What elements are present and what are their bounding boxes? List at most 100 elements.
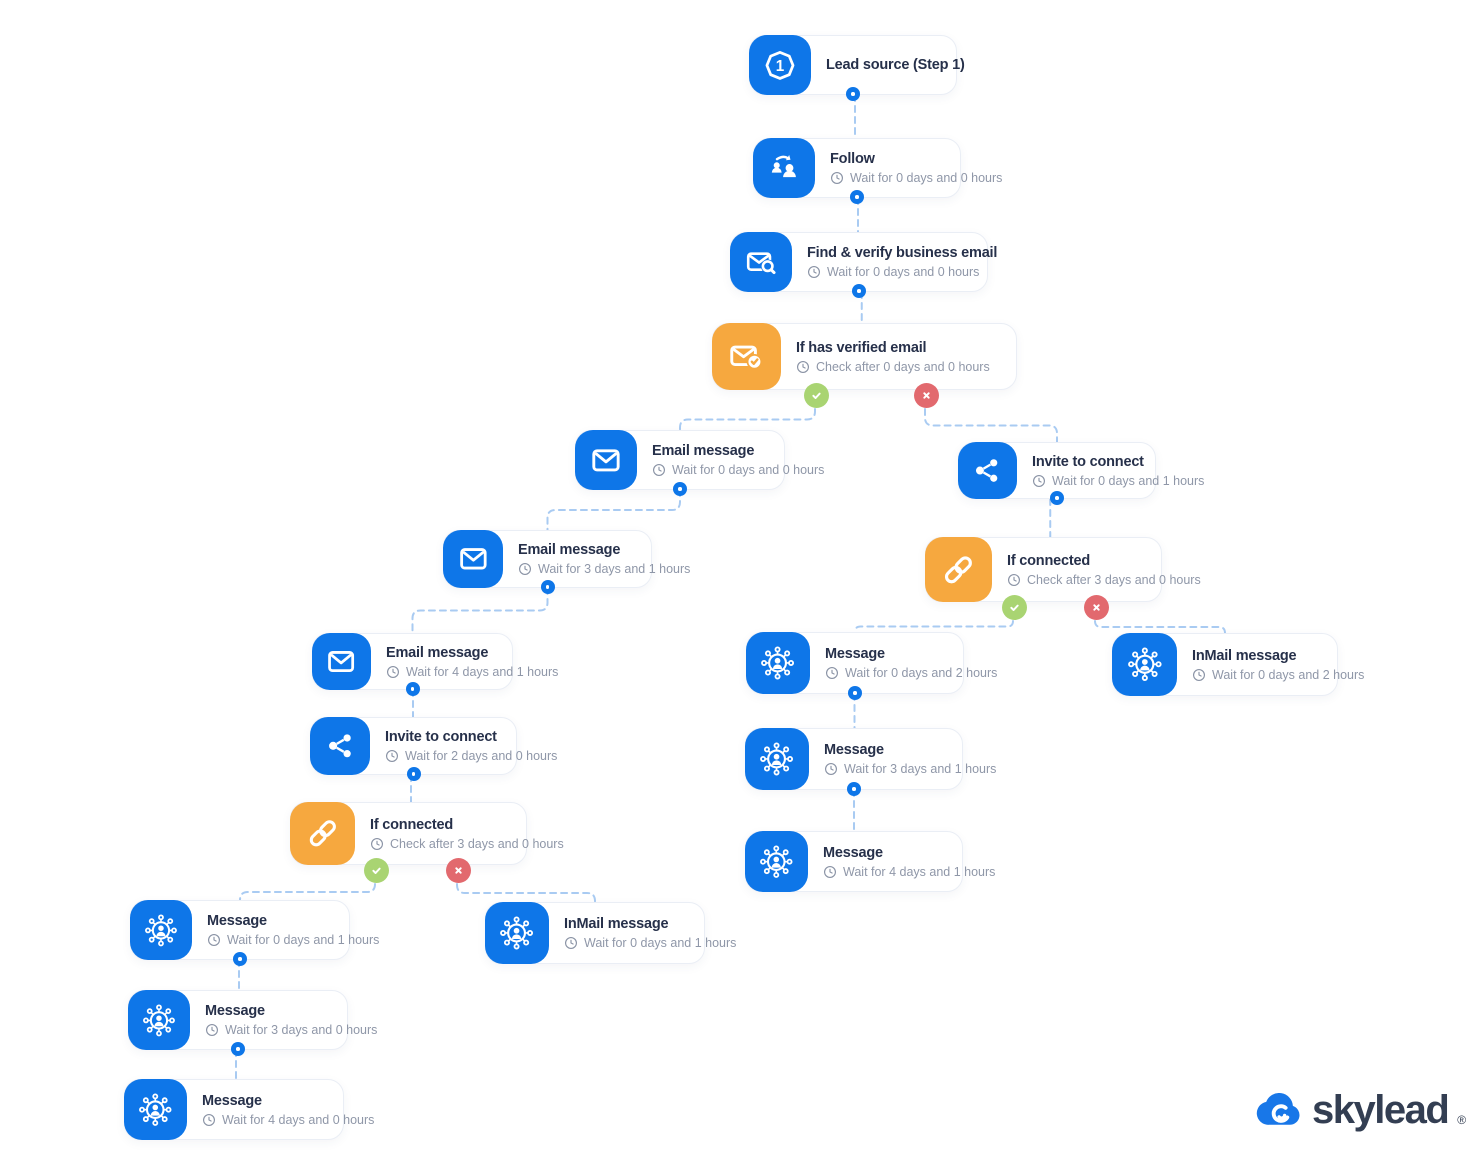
share-icon [310,717,370,775]
wait-text: Wait for 3 days and 0 hours [225,1023,378,1037]
wait-text: Wait for 0 days and 0 hours [827,265,980,279]
wait-text: Wait for 4 days and 1 hours [406,664,559,679]
clock-icon [1033,474,1045,487]
connector-dot [406,767,421,781]
node-subtitle: Wait for 0 days and 1 hours [1032,474,1204,488]
connector-dot [673,482,687,496]
link-icon [290,802,355,865]
node-text: Message Wait for 3 days and 1 hours [824,742,996,776]
node-title: Message [207,913,267,929]
node-title: Message [824,742,884,758]
wait-text: Check after 0 days and 0 hours [816,359,990,374]
network-person-icon [485,902,549,964]
node-title: InMail message [1192,647,1297,664]
node-text: Message Wait for 0 days and 2 hours [825,646,997,680]
node-title: Email message [652,443,755,459]
node-subtitle: Wait for 4 days and 1 hours [823,865,995,879]
skylead-logo: skylead ® [1256,1090,1466,1130]
registered-mark: ® [1457,1113,1467,1127]
node-invite-to-connect-right[interactable]: Invite to connect Wait for 0 days and 1 … [958,442,1204,505]
email-check-icon [712,323,781,390]
node-message-left-2[interactable]: Message Wait for 3 days and 0 hours [128,990,377,1056]
clock-icon [565,937,577,949]
node-message-right-2[interactable]: Message Wait for 3 days and 1 hours [745,728,996,796]
node-follow[interactable]: Follow Wait for 0 days and 0 hours [753,138,1002,204]
node-email-message-1[interactable]: Email message Wait for 0 days and 0 hour… [575,430,824,496]
success-branch-badge [1001,595,1027,620]
node-invite-to-connect-left[interactable]: Invite to connect Wait for 2 days and 0 … [310,717,557,781]
node-subtitle: Wait for 3 days and 1 hours [824,762,996,776]
clock-icon [208,934,220,946]
node-subtitle: Wait for 0 days and 0 hours [830,171,1002,185]
node-text: Follow Wait for 0 days and 0 hours [830,151,1002,185]
node-message-left-1[interactable]: Message Wait for 0 days and 1 hours [130,900,379,966]
node-title: If connected [370,816,453,833]
node-if-has-verified-email[interactable]: If has verified email Check after 0 days… [712,323,1017,408]
node-inmail-right[interactable]: InMail message Wait for 0 days and 2 hou… [1112,633,1364,696]
node-subtitle: Check after 3 days and 0 hours [1007,573,1201,587]
node-title: Message [825,646,885,662]
node-text: Message Wait for 4 days and 0 hours [202,1093,374,1127]
node-message-right-3[interactable]: Message Wait for 4 days and 1 hours [745,831,995,892]
wait-text: Check after 3 days and 0 hours [1027,572,1201,587]
wait-text: Wait for 3 days and 1 hours [538,562,691,576]
success-branch-badge [363,858,389,883]
connector-dot [846,87,860,101]
node-title: If has verified email [796,339,927,356]
node-email-message-2[interactable]: Email message Wait for 3 days and 1 hour… [443,530,690,594]
clock-icon [386,750,398,762]
network-person-icon [128,990,190,1050]
wait-text: Wait for 0 days and 1 hours [1052,473,1205,488]
node-message-right-1[interactable]: Message Wait for 0 days and 2 hours [746,632,997,700]
node-subtitle: Wait for 3 days and 1 hours [518,562,690,576]
node-text: Lead source (Step 1) [826,57,965,73]
node-title: Email message [386,644,489,661]
envelope-icon [312,633,371,690]
node-title: Message [823,844,883,861]
number-1-badge-icon: 1 [749,35,811,95]
clock-icon [808,266,820,278]
success-branch-badge [803,383,829,408]
node-lead-source[interactable]: 1 Lead source (Step 1) [749,35,965,101]
node-subtitle: Wait for 0 days and 0 hours [652,463,824,477]
node-title: Lead source (Step 1) [826,57,965,73]
node-subtitle: Wait for 0 days and 0 hours [807,265,987,279]
node-text: Find & verify business email Wait for 0 … [807,245,998,279]
connector-dot [852,284,866,298]
node-text: Message Wait for 4 days and 1 hours [823,844,995,879]
node-inmail-left[interactable]: InMail message Wait for 0 days and 1 hou… [485,902,736,964]
network-person-icon [1112,633,1177,696]
clock-icon [825,763,837,775]
node-find-verify-email[interactable]: Find & verify business email Wait for 0 … [730,232,998,298]
node-message-left-3[interactable]: Message Wait for 4 days and 0 hours [124,1079,374,1140]
node-subtitle: Wait for 0 days and 1 hours [564,936,736,950]
clock-icon [371,837,383,850]
node-text: Message Wait for 0 days and 1 hours [207,913,379,947]
wait-text: Wait for 0 days and 0 hours [850,171,1003,185]
fail-branch-badge [445,858,471,883]
node-title: Find & verify business email [807,245,998,261]
node-subtitle: Wait for 2 days and 0 hours [385,749,557,763]
clock-icon [206,1024,218,1036]
node-title: Follow [830,151,875,167]
wait-text: Wait for 0 days and 0 hours [672,463,825,477]
connector-dot [1050,491,1064,505]
network-person-icon [130,900,192,960]
node-if-connected-left[interactable]: If connected Check after 3 days and 0 ho… [290,802,564,883]
connector-dot [405,682,420,696]
wait-text: Wait for 4 days and 0 hours [222,1112,375,1127]
wait-text: Check after 3 days and 0 hours [390,836,564,851]
node-title: Message [205,1003,265,1019]
node-if-connected-right[interactable]: If connected Check after 3 days and 0 ho… [925,537,1201,620]
clock-icon [203,1113,215,1126]
connector-dot [848,686,862,700]
node-subtitle: Wait for 0 days and 1 hours [207,933,379,947]
wait-text: Wait for 0 days and 2 hours [845,666,998,680]
clock-icon [653,464,665,476]
follow-icon [753,138,815,198]
node-email-message-3[interactable]: Email message Wait for 4 days and 1 hour… [312,633,558,696]
wait-text: Wait for 4 days and 1 hours [843,864,996,879]
node-subtitle: Check after 3 days and 0 hours [370,837,564,851]
node-text: If connected Check after 3 days and 0 ho… [370,816,564,851]
